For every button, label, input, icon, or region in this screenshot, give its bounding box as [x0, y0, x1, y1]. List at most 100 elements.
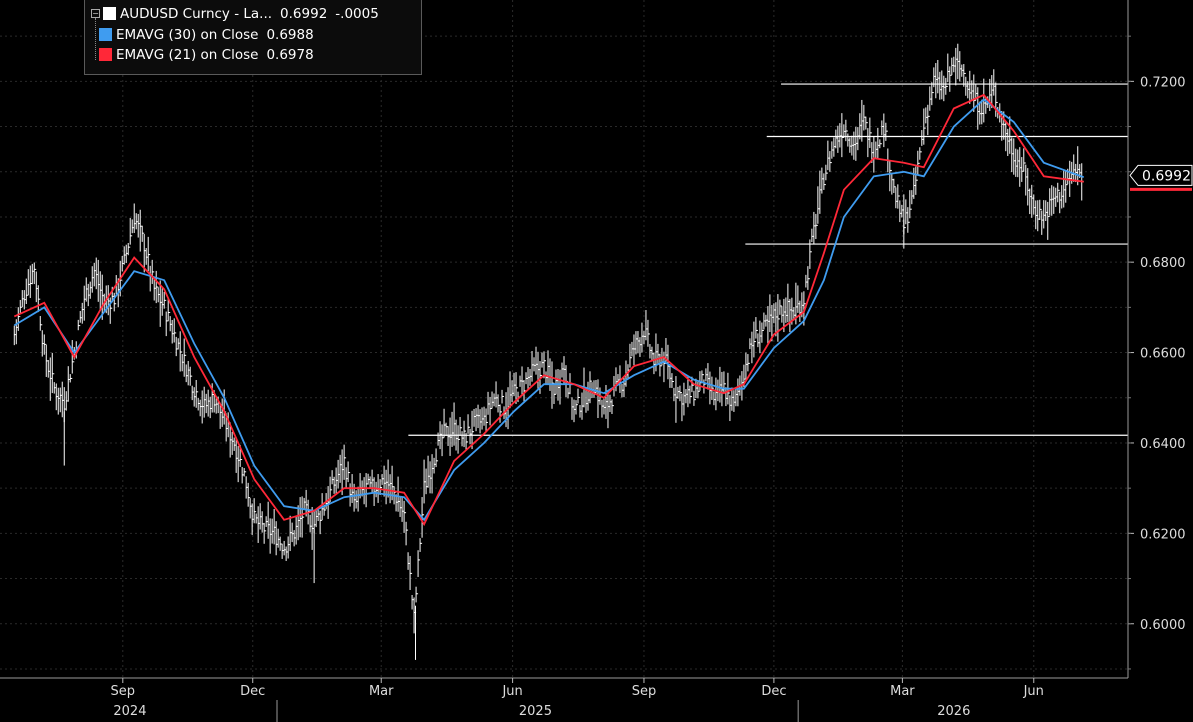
price-bar: [499, 404, 503, 423]
price-bar: [457, 425, 461, 454]
price-bar: [417, 550, 421, 577]
price-bar: [1057, 182, 1060, 203]
price-bar: [647, 319, 650, 347]
price-bar: [589, 371, 592, 404]
legend-item-ema21[interactable]: EMAVG (21) on Close 0.6978: [91, 45, 322, 65]
price-bar: [415, 586, 419, 603]
legend-label: EMAVG (21) on Close: [116, 47, 259, 63]
price-bar: [441, 424, 445, 457]
legend-label: AUDUSD Curncy - La...: [120, 6, 273, 22]
price-bar: [39, 316, 43, 331]
price-bar: [147, 236, 151, 272]
price-bar: [163, 291, 167, 309]
price-bar: [897, 184, 900, 209]
price-bar: [43, 334, 47, 355]
x-year-label: 2025: [519, 704, 552, 719]
x-tick-label: Mar: [369, 684, 394, 699]
x-tick-label: Sep: [632, 684, 657, 699]
price-bar: [575, 400, 578, 415]
price-bar: [761, 322, 764, 343]
price-bar: [885, 122, 888, 141]
price-bar: [403, 500, 407, 533]
price-bar: [679, 385, 682, 402]
price-bar: [183, 338, 187, 377]
price-bar: [543, 351, 547, 379]
last-price-box: [1129, 164, 1193, 186]
price-bar: [823, 173, 826, 190]
price-bars: [13, 43, 1084, 660]
x-tick-label: Jun: [1023, 684, 1044, 699]
price-bar: [151, 259, 155, 284]
price-bar: [577, 388, 580, 404]
price-bar: [779, 299, 782, 315]
price-bar: [1047, 201, 1050, 240]
price-bar: [693, 390, 696, 406]
price-bar: [179, 331, 183, 372]
price-bar: [675, 376, 678, 423]
price-bar: [1039, 199, 1042, 221]
price-bar: [471, 410, 475, 450]
price-bar: [141, 225, 145, 242]
price-bar: [963, 64, 966, 87]
price-bar: [25, 278, 29, 304]
last-price-marker: 0.6992: [1129, 164, 1193, 191]
x-tick-label: Mar: [890, 684, 915, 699]
price-bar: [489, 396, 493, 426]
collapse-icon[interactable]: −: [91, 9, 100, 18]
legend-swatch-icon: [103, 7, 116, 20]
price-bar: [327, 486, 331, 519]
price-bar: [419, 538, 423, 552]
y-tick-label: 0.6800: [1140, 256, 1186, 271]
price-bar: [865, 116, 868, 130]
price-bar: [825, 164, 828, 181]
price-bar: [917, 150, 920, 175]
grid-lines: [0, 0, 1128, 678]
price-bar: [611, 399, 614, 415]
price-bar: [927, 104, 930, 136]
legend-swatch-icon: [99, 28, 112, 41]
x-year-label: 2024: [113, 704, 146, 719]
price-bar: [1065, 171, 1068, 203]
price-bar: [247, 482, 251, 507]
price-bar: [77, 319, 81, 331]
price-bar: [129, 217, 133, 245]
price-bar: [405, 521, 409, 546]
ema21-line: [13, 93, 1084, 527]
price-bar: [127, 242, 131, 256]
x-tick-label: Sep: [111, 684, 136, 699]
price-bar: [945, 77, 948, 95]
legend-value: 0.6992: [280, 6, 328, 22]
price-bar: [69, 374, 73, 383]
x-tick-label: Dec: [240, 684, 265, 699]
price-bar: [155, 270, 159, 304]
price-bar: [301, 496, 305, 538]
y-tick-label: 0.6600: [1140, 347, 1186, 362]
price-bar: [671, 373, 674, 388]
price-bar: [409, 555, 413, 591]
x-tick-label: Jun: [501, 684, 522, 699]
y-tick-label: 0.6000: [1140, 618, 1186, 633]
price-bar: [67, 366, 71, 402]
price-bar: [319, 510, 323, 535]
price-bar: [809, 239, 812, 269]
legend-value: 0.6978: [266, 47, 314, 63]
legend-box: − AUDUSD Curncy - La... 0.6992 -.0005 EMAV…: [84, 0, 422, 75]
price-bar: [195, 379, 199, 408]
legend-label: EMAVG (30) on Close: [116, 27, 259, 43]
legend-item-ema30[interactable]: EMAVG (30) on Close 0.6988: [91, 25, 322, 45]
ema-lines: [13, 93, 1085, 527]
price-bar: [755, 317, 758, 339]
price-bar: [845, 119, 848, 142]
price-bar: [33, 262, 37, 285]
price-bar: [923, 108, 926, 145]
price-bar: [19, 299, 23, 313]
price-bar: [71, 340, 75, 374]
ema30-line: [13, 98, 1085, 522]
last-price-label: 0.6992: [1142, 168, 1191, 184]
price-bar: [973, 74, 976, 112]
x-tick-label: Dec: [761, 684, 786, 699]
price-bar: [777, 294, 780, 342]
legend-item-audusd[interactable]: AUDUSD Curncy - La... 0.6992 -.0005: [91, 4, 387, 24]
price-bar: [889, 160, 892, 192]
price-bar: [915, 166, 918, 195]
